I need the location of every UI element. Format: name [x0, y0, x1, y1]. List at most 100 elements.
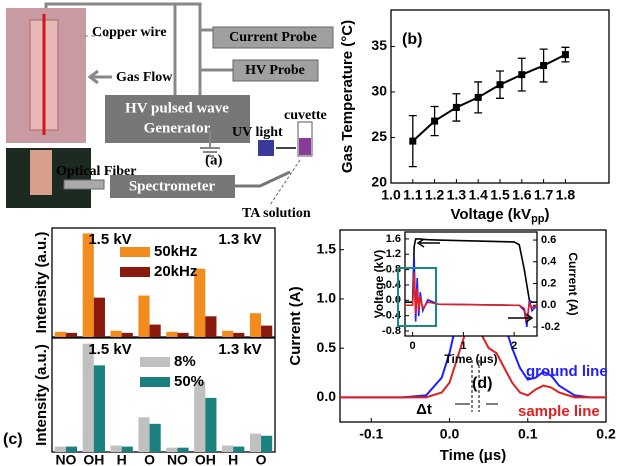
legend-label: 50%	[174, 373, 204, 390]
optical-fiber	[64, 180, 104, 189]
bar	[122, 333, 133, 337]
x-axis-label-text: Voltage (kV	[450, 206, 531, 223]
x-tick-label: 0.0	[440, 425, 460, 441]
bar	[222, 331, 233, 337]
y-tick-label: 0.4	[386, 279, 402, 291]
y-tick-label: 0.5	[317, 339, 337, 355]
series-label: ground line	[526, 363, 608, 380]
y2-tick-label: 0.0	[541, 299, 556, 311]
x-tick-label: 1	[460, 340, 466, 352]
bar	[150, 325, 161, 337]
fiber	[235, 172, 290, 186]
x-tick-label: 1.8	[556, 186, 576, 202]
legend-swatch	[140, 357, 170, 367]
pointer	[270, 160, 300, 205]
marker	[497, 81, 504, 88]
panel-label: (d)	[472, 375, 492, 392]
y-axis-label: Intensity (a.u.)	[33, 232, 50, 334]
x-axis-label: Time (μs)	[440, 447, 506, 464]
x-tick-label: NO	[55, 452, 76, 466]
bar	[83, 344, 94, 452]
x-tick-label: 1.1	[403, 186, 423, 202]
panel-label: (a)	[205, 152, 223, 168]
x-tick-label: NO	[167, 452, 188, 466]
y2-axis-label: Current (A)	[566, 252, 580, 315]
y-tick-label: 25	[371, 128, 387, 144]
bar	[94, 298, 105, 337]
spectrometer-label: Spectrometer	[129, 178, 216, 194]
cuvette-label: cuvette	[284, 108, 327, 123]
x-axis-label-text: Time (μs)	[444, 352, 497, 366]
panel-label: (c)	[3, 431, 23, 448]
annotation: 1.5 kV	[88, 341, 131, 358]
legend-label: 8%	[174, 353, 196, 370]
x-tick-label: 1.3	[447, 186, 467, 202]
y-tick-label: 1.6	[386, 233, 401, 245]
y2-tick-label: 0.4	[541, 256, 557, 268]
y-axis-label: Intensity (a.u.)	[33, 344, 50, 446]
current-probe-label: Current Probe	[229, 30, 317, 45]
y2-tick-label: 0.6	[541, 234, 556, 246]
x-tick-label: 1.5	[490, 186, 510, 202]
annotation: 1.5 kV	[88, 231, 131, 248]
legend-swatch	[120, 247, 150, 257]
bar	[111, 331, 122, 337]
uv-source	[258, 140, 274, 156]
gas-flow-label: Gas Flow	[116, 70, 173, 85]
hv-probe-label: HV Probe	[245, 63, 305, 78]
generator-label: HV pulsed wave	[125, 100, 229, 116]
y2-tick-label: -0.2	[541, 321, 560, 333]
bar	[233, 333, 244, 337]
x-tick-label: OH	[195, 452, 216, 466]
y-tick-label: 30	[371, 83, 387, 99]
x-tick-label: OH	[83, 452, 104, 466]
series-label: sample line	[518, 403, 600, 420]
bar	[205, 316, 216, 337]
annotation: Δt	[416, 401, 432, 418]
bar	[250, 313, 261, 337]
x-tick-label: 1.4	[468, 186, 488, 202]
legend-swatch	[120, 267, 150, 277]
y-axis-label: Voltage (kV)	[372, 250, 386, 318]
bar	[83, 233, 94, 337]
x-axis-label-end: )	[545, 206, 550, 223]
y-tick-label: 1.0	[317, 290, 337, 306]
y-axis-label: Current (A)	[287, 286, 304, 365]
y-tick-label: 1.2	[386, 248, 401, 260]
y-tick-label: 35	[371, 37, 387, 53]
inset-frame	[405, 232, 537, 336]
copper-wire-label: Copper wire	[92, 25, 167, 40]
bar	[138, 296, 149, 337]
ta-solution	[299, 138, 311, 155]
gas-arrow	[90, 71, 112, 83]
y-tick-label: 1.5	[317, 240, 337, 256]
hand	[30, 150, 52, 195]
x-tick-label: -0.1	[359, 425, 383, 441]
ta-solution-label: TA solution	[242, 206, 311, 221]
annotation: 1.3 kV	[218, 341, 261, 358]
x-tick-label: 1.6	[512, 186, 532, 202]
legend-swatch	[140, 377, 170, 387]
figure: Copper wire Current Probe HV Probe Gas F…	[0, 0, 621, 466]
bar	[166, 332, 177, 337]
x-tick-label: H	[117, 452, 127, 466]
bar	[150, 424, 161, 452]
x-tick-label: 0	[410, 340, 416, 352]
panel-label: (b)	[402, 31, 422, 48]
marker	[562, 51, 569, 58]
marker	[540, 62, 547, 69]
bar	[138, 417, 149, 452]
x-axis-label-text: Time (μs)	[440, 447, 506, 464]
x-axis-label: Voltage (kVpp)	[450, 206, 549, 225]
x-tick-label: 2	[511, 340, 517, 352]
bar	[177, 333, 188, 337]
y-tick-label: 20	[371, 174, 387, 190]
schematic: Copper wire Current Probe HV Probe Gas F…	[6, 4, 333, 221]
bar	[205, 398, 216, 452]
x-tick-label: O	[256, 452, 267, 466]
x-tick-label: 0.1	[518, 425, 538, 441]
y-tick-label: 0.0	[317, 388, 337, 404]
annotation: 1.3 kV	[218, 231, 261, 248]
marker	[475, 94, 482, 101]
y2-tick-label: 0.2	[541, 277, 556, 289]
